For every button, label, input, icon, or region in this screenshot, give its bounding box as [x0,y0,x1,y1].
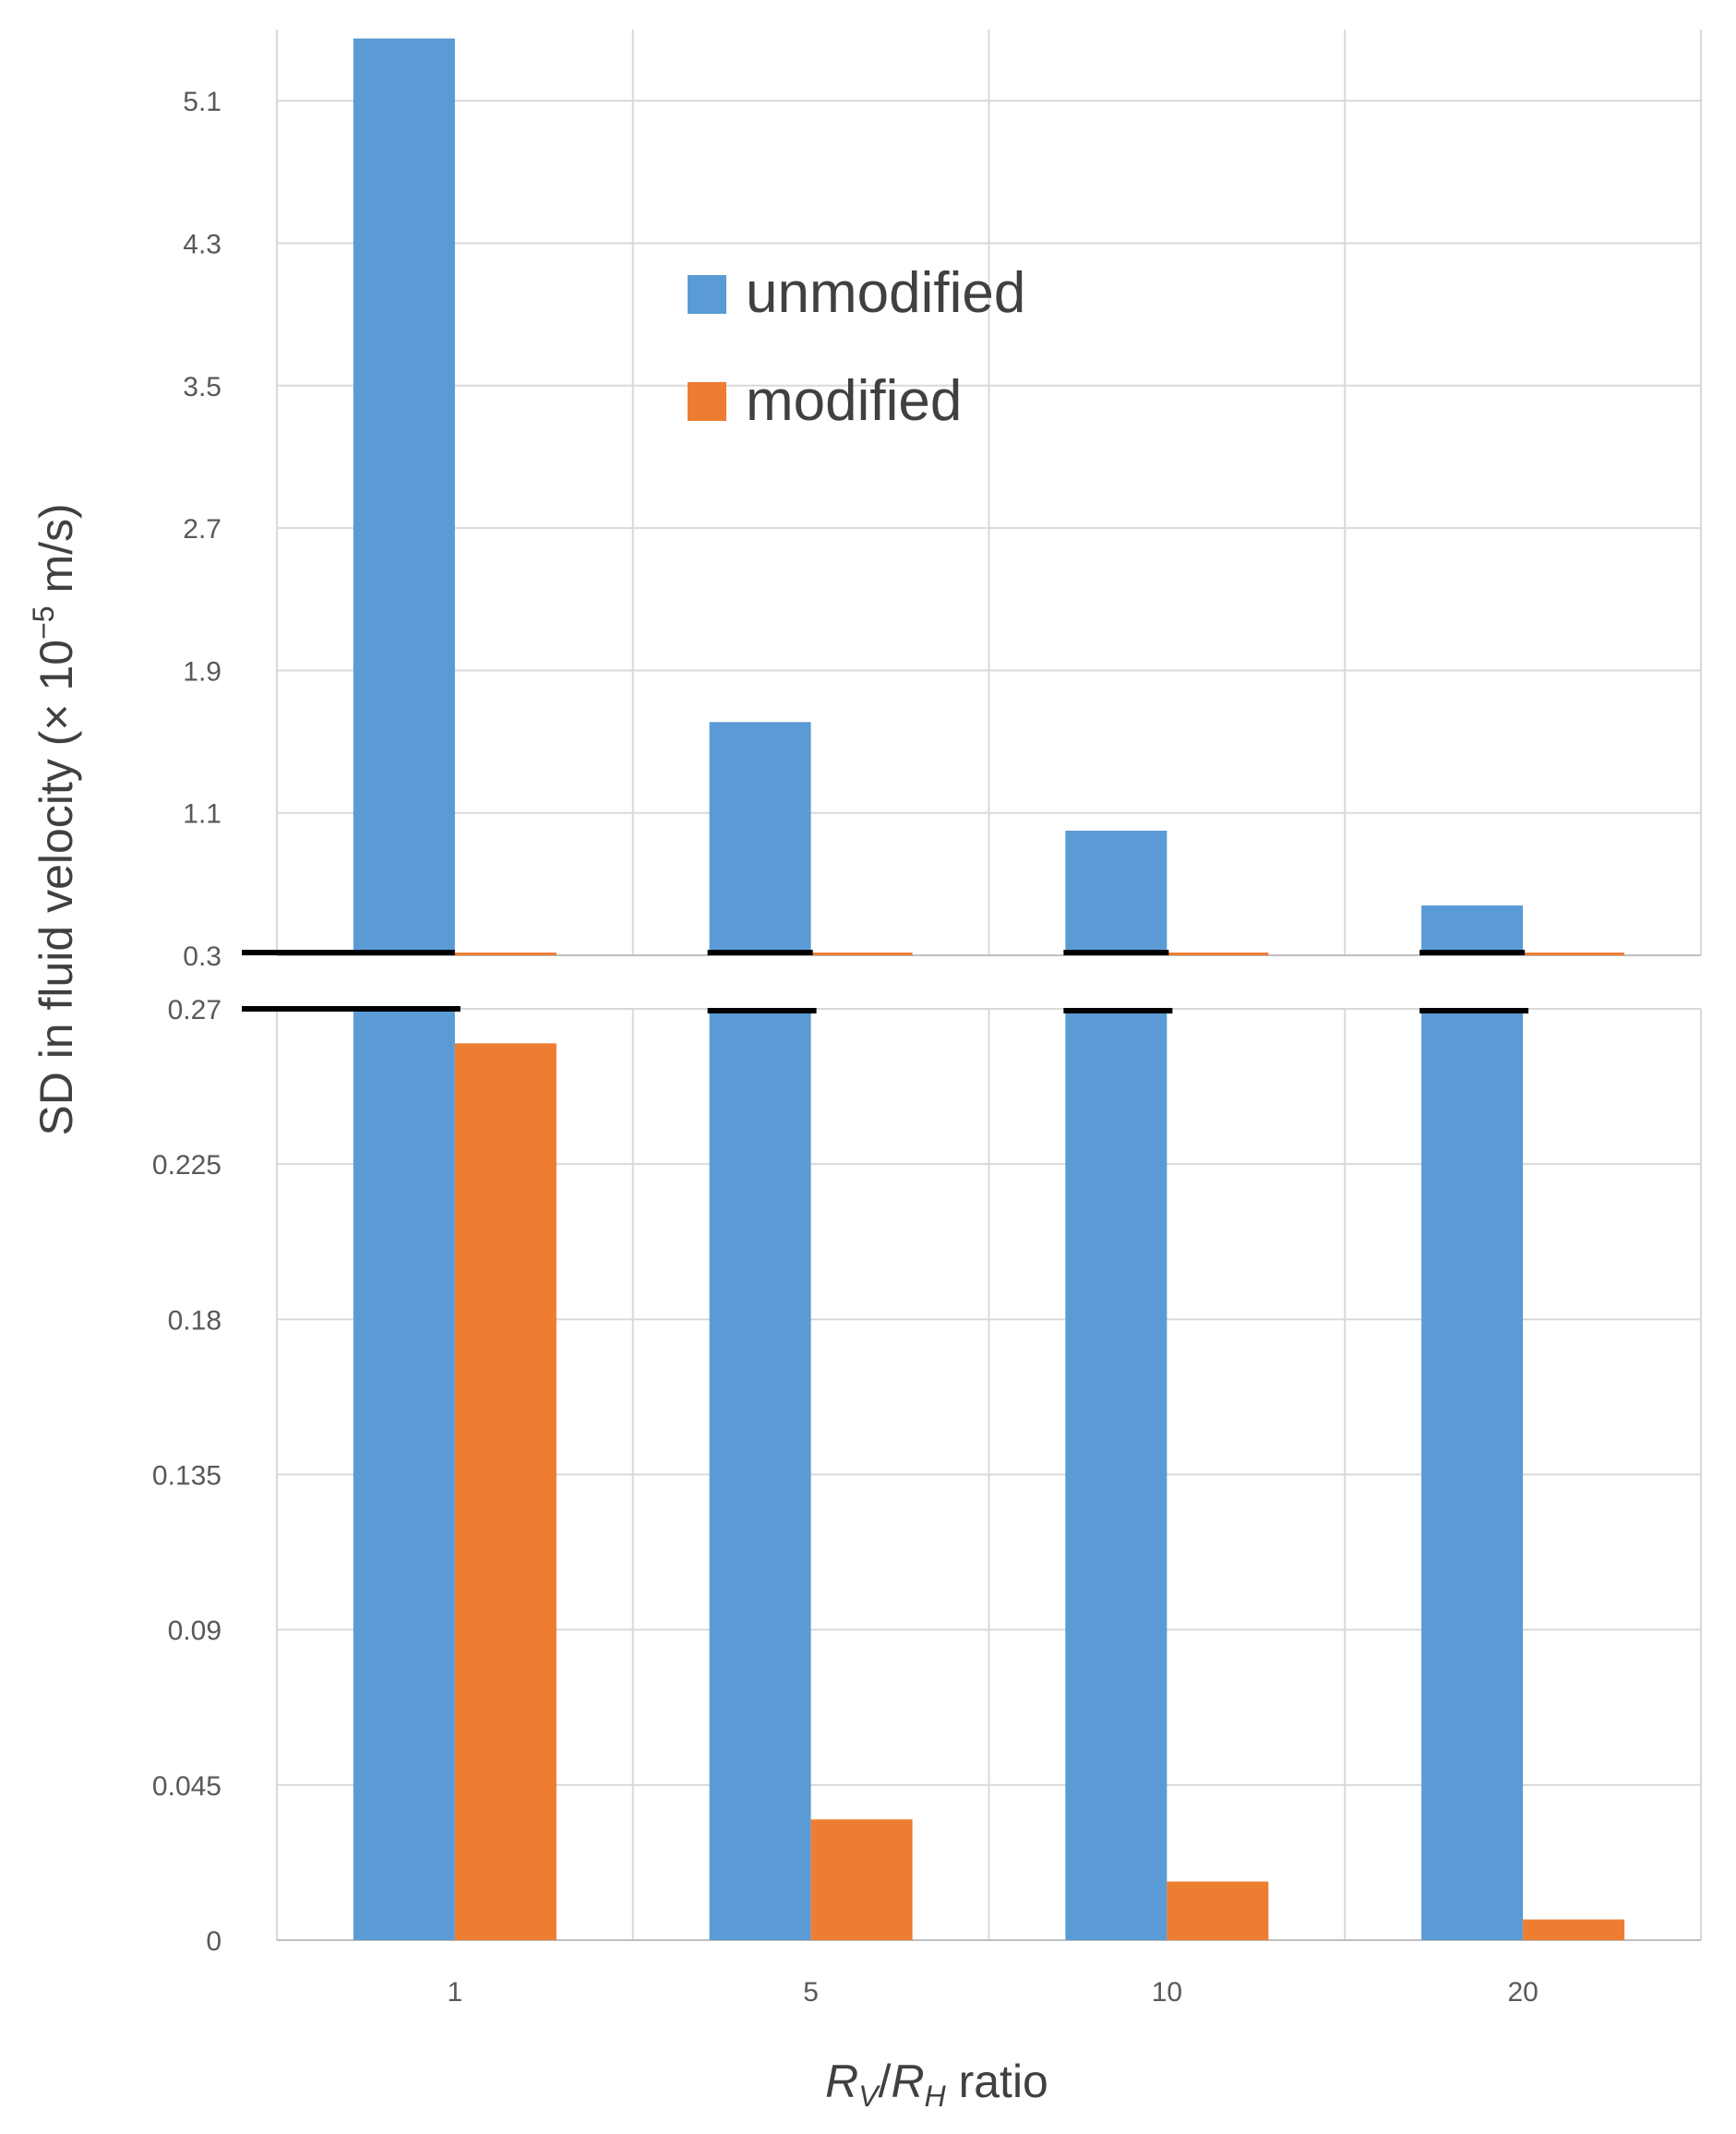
lower-y-tick-label: 0.09 [168,1616,221,1647]
x-tick-label: 10 [1152,1977,1182,2008]
upper-y-tick-label: 5.1 [183,87,221,117]
upper-y-tick-label: 1.1 [183,799,221,830]
bar-lower-unmodified [709,1009,811,1940]
bar-upper-unmodified [709,722,811,955]
upper-y-tick-label: 2.7 [183,514,221,545]
x-axis-title: RV/RH ratio [825,2056,1048,2113]
x-tick-label: 5 [803,1977,819,2008]
bar-upper-modified [1167,953,1269,955]
upper-y-tick-label: 1.9 [183,656,221,687]
bar-upper-unmodified [1065,830,1167,955]
lower-y-tick-label: 0.18 [168,1305,221,1336]
upper-y-tick-label: 4.3 [183,229,221,259]
lower-y-tick-label: 0.135 [152,1461,221,1492]
x-tick-label: 1 [448,1977,463,2008]
upper-y-tick-label: 3.5 [183,372,221,402]
legend-swatch-unmodified [688,275,726,314]
legend-swatch-modified [688,382,726,421]
lower-y-tick-label: 0 [206,1926,221,1957]
bar-upper-modified [454,953,557,955]
bar-upper-unmodified [1421,905,1524,955]
legend: unmodified modified [688,261,1025,433]
axis-break-marks [242,950,1529,1013]
bar-lower-unmodified [1065,1009,1167,1940]
bar-upper-modified [810,953,913,955]
tick-labels: 0.3 1.1 1.9 2.7 3.5 4.3 5.1 0 0.045 0.09 0.135 0.18… [152,87,1538,2008]
bar-lower-unmodified [1421,1009,1524,1940]
bar-lower-modified [1523,1919,1625,1940]
bar-upper-modified [1523,953,1625,955]
legend-label-modified: modified [746,369,962,433]
y-axis-title: SD in fluid velocity (× 10−5 m/s) [27,503,82,1135]
lower-y-tick-label: 0.225 [152,1150,221,1181]
bar-upper-unmodified [353,38,455,956]
legend-label-unmodified: unmodified [746,261,1025,325]
bars [353,38,1625,1940]
lower-y-tick-label: 0.045 [152,1771,221,1802]
x-tick-label: 20 [1507,1977,1538,2008]
bar-lower-modified [810,1819,913,1940]
upper-y-tick-label: 0.3 [183,941,221,972]
bar-lower-unmodified [353,1009,455,1940]
lower-y-tick-label: 0.27 [168,995,221,1025]
bar-lower-modified [1167,1881,1269,1940]
bar-lower-modified [454,1043,557,1940]
